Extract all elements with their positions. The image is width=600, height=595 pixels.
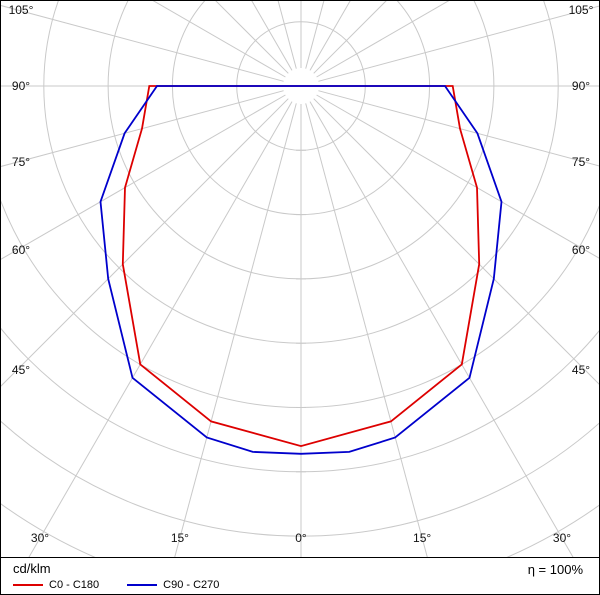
legend-label-c0-c180: C0 - C180 [49,579,100,591]
grid-spoke [318,5,599,82]
grid-spoke [309,101,574,557]
grid-spoke [215,1,289,74]
grid-spoke [318,90,599,167]
angle-label: 0° [295,531,307,545]
grid-spoke [309,1,351,71]
legend: C0 - C180 C90 - C270 [13,579,219,591]
grid-spoke [1,5,284,82]
angle-label: 15° [413,531,431,545]
polar-plot-area: 105° 105° 90° 90° 75° 75° 60° 60° 45° 45° 30° 15° 0°… [1,1,599,557]
grid-spoke [1,90,284,167]
efficiency-label: η = 100% [527,562,583,577]
legend-item-c0-c180: C0 - C180 [13,579,99,591]
angle-label: 60° [12,243,30,257]
footer-left: cd/klm C0 - C180 C90 - C270 [13,561,219,591]
angle-label: 30° [31,531,49,545]
grid-spoke [277,1,297,69]
grid-spoke [316,1,450,78]
legend-label-c90-c270: C90 - C270 [163,579,220,591]
chart-footer: cd/klm C0 - C180 C90 - C270 η = 100% [1,557,599,594]
angle-label: 105° [569,3,594,17]
grid-spoke [305,103,428,557]
legend-item-c90-c270: C90 - C270 [127,579,219,591]
grid-spoke [28,101,293,557]
grid-spoke [1,98,289,387]
angle-label: 45° [12,363,30,377]
angle-label: 90° [572,79,590,93]
grid-spoke [1,94,286,260]
grid-spoke [313,98,599,385]
grid-ring [1,420,599,537]
angle-label: 15° [171,531,189,545]
polar-chart-svg: 105° 105° 90° 90° 75° 75° 60° 60° 45° 45° 30° 15° 0°… [1,1,599,557]
angle-label: 30° [553,531,571,545]
angle-label: 60° [572,243,590,257]
angle-label: 105° [9,3,34,17]
grid-spoke [316,94,599,259]
curve-c0-c180 [121,85,481,448]
grid-spoke [305,1,325,69]
units-label: cd/klm [13,561,51,576]
angle-label: 75° [12,155,30,169]
grid-ring [1,200,599,408]
legend-swatch-blue-line [127,584,158,586]
legend-swatch-red-line [13,584,43,586]
curve-c90-c270 [99,85,503,455]
angle-label: 75° [572,155,590,169]
grid-spoke [152,1,286,78]
angle-label: 90° [12,79,30,93]
grid-spoke [174,103,297,557]
angle-label: 45° [572,363,590,377]
grid-spoke [313,1,387,74]
